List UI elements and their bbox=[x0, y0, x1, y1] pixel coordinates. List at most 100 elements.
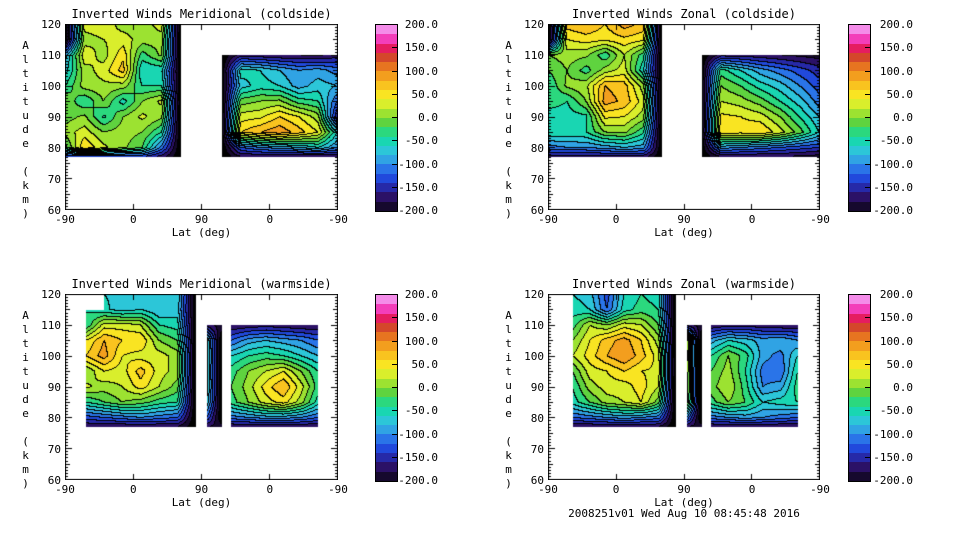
y-tick-label: 70 bbox=[530, 173, 544, 186]
y-tick-label: 70 bbox=[530, 443, 544, 456]
colorbar-tick-mark bbox=[392, 140, 397, 142]
colorbar-tick-label: 100.0 bbox=[404, 334, 438, 348]
colorbar-band bbox=[849, 43, 870, 53]
y-tick-label: 60 bbox=[47, 474, 61, 487]
contour-plot bbox=[548, 24, 820, 210]
colorbar-band bbox=[849, 136, 870, 146]
colorbar-tick-mark bbox=[865, 186, 870, 188]
colorbar-band bbox=[849, 378, 870, 388]
colorbar-band bbox=[376, 415, 397, 426]
colorbar-tick-mark bbox=[392, 163, 397, 165]
colorbar-band bbox=[849, 108, 870, 118]
colorbar-tick-mark bbox=[865, 140, 870, 142]
x-axis-title: Lat (deg) bbox=[654, 226, 714, 239]
colorbar-band bbox=[376, 378, 397, 388]
colorbar-tick-label: 100.0 bbox=[879, 334, 913, 348]
colorbar-band bbox=[849, 406, 870, 416]
colorbar-tick-label: -200.0 bbox=[398, 474, 438, 487]
colorbar bbox=[375, 294, 398, 482]
x-tick-label: 90 bbox=[194, 483, 209, 496]
colorbar-tick-label: 150.0 bbox=[879, 41, 913, 55]
x-tick-label: 0 bbox=[129, 483, 137, 496]
colorbar-tick-label: 0.0 bbox=[418, 381, 438, 394]
y-tick-label: 120 bbox=[41, 288, 61, 301]
colorbar-tick-mark bbox=[392, 363, 397, 365]
colorbar-band bbox=[376, 52, 397, 63]
y-tick-label: 100 bbox=[524, 80, 544, 93]
colorbar-band bbox=[376, 295, 397, 305]
colorbar-tick-label: 0.0 bbox=[893, 111, 913, 124]
y-tick-label: 100 bbox=[41, 350, 61, 363]
x-tick-label: 0 bbox=[612, 483, 620, 496]
colorbar-tick-label: 150.0 bbox=[404, 41, 438, 55]
colorbar-band bbox=[376, 192, 397, 202]
colorbar-tick-label: 50.0 bbox=[411, 87, 439, 101]
colorbar-band bbox=[376, 406, 397, 416]
colorbar-band bbox=[376, 173, 397, 184]
colorbar-tick-label: 200.0 bbox=[404, 18, 438, 31]
x-tick-label: -90 bbox=[538, 483, 558, 496]
colorbar-tick-label: 200.0 bbox=[879, 288, 913, 301]
colorbar-band bbox=[849, 471, 870, 481]
colorbar-band bbox=[849, 462, 870, 472]
y-tick-label: 110 bbox=[41, 319, 61, 332]
colorbar-band bbox=[849, 397, 870, 407]
colorbar-band bbox=[376, 145, 397, 156]
colorbar-tick-mark bbox=[865, 387, 870, 388]
panel-title: Inverted Winds Meridional (coldside) bbox=[71, 7, 332, 21]
colorbar-band bbox=[849, 155, 870, 165]
colorbar-tick-label: 150.0 bbox=[404, 311, 438, 325]
x-tick-label: -90 bbox=[55, 213, 75, 226]
y-tick-label: 80 bbox=[530, 142, 544, 155]
colorbar-band bbox=[849, 341, 870, 351]
colorbar-band bbox=[376, 136, 397, 146]
colorbar-band bbox=[376, 350, 397, 361]
colorbar-band bbox=[849, 443, 870, 454]
colorbar-band bbox=[376, 34, 397, 44]
colorbar-tick-label: -200.0 bbox=[398, 204, 438, 217]
colorbar-tick-mark bbox=[392, 70, 397, 72]
colorbar-tick-mark bbox=[392, 47, 397, 49]
colorbar-band bbox=[849, 34, 870, 44]
y-tick-label: 90 bbox=[47, 381, 61, 394]
colorbar-tick-label: -150.0 bbox=[873, 450, 913, 464]
panel-title: Inverted Winds Zonal (coldside) bbox=[572, 7, 796, 21]
colorbar-band bbox=[849, 295, 870, 305]
contour-plot bbox=[65, 294, 338, 480]
y-tick-label: 110 bbox=[41, 49, 61, 62]
colorbar-tick-label: -200.0 bbox=[873, 474, 913, 487]
colorbar-band bbox=[376, 369, 397, 379]
colorbar-band bbox=[376, 397, 397, 407]
colorbar-tick-mark bbox=[865, 433, 870, 435]
y-tick-label: 70 bbox=[47, 173, 61, 186]
y-tick-label: 90 bbox=[47, 111, 61, 124]
colorbar-tick-label: -50.0 bbox=[879, 134, 913, 148]
colorbar-tick-label: 200.0 bbox=[404, 288, 438, 301]
colorbar-band bbox=[376, 99, 397, 109]
x-tick-label: -90 bbox=[810, 483, 830, 496]
y-tick-label: 80 bbox=[47, 142, 61, 155]
colorbar-band bbox=[849, 117, 870, 128]
colorbar-tick-mark bbox=[392, 387, 397, 388]
y-tick-label: 120 bbox=[524, 288, 544, 301]
y-tick-label: 60 bbox=[47, 204, 61, 217]
contour-plot bbox=[65, 24, 338, 210]
colorbar-tick-mark bbox=[865, 340, 870, 342]
colorbar-tick-label: -100.0 bbox=[398, 427, 438, 441]
colorbar-band bbox=[849, 145, 870, 156]
colorbar-tick-label: 50.0 bbox=[411, 357, 439, 371]
colorbar-band bbox=[376, 43, 397, 53]
colorbar-band bbox=[376, 462, 397, 472]
colorbar-tick-label: -150.0 bbox=[873, 180, 913, 194]
x-tick-label: 0 bbox=[612, 213, 620, 226]
colorbar-band bbox=[376, 127, 397, 137]
colorbar-tick-mark bbox=[392, 340, 397, 342]
colorbar-band bbox=[376, 25, 397, 35]
colorbar-band bbox=[849, 71, 870, 81]
colorbar-band bbox=[849, 360, 870, 370]
colorbar-band bbox=[376, 183, 397, 193]
colorbar bbox=[375, 24, 398, 212]
colorbar-tick-mark bbox=[865, 163, 870, 165]
colorbar-band bbox=[849, 90, 870, 100]
